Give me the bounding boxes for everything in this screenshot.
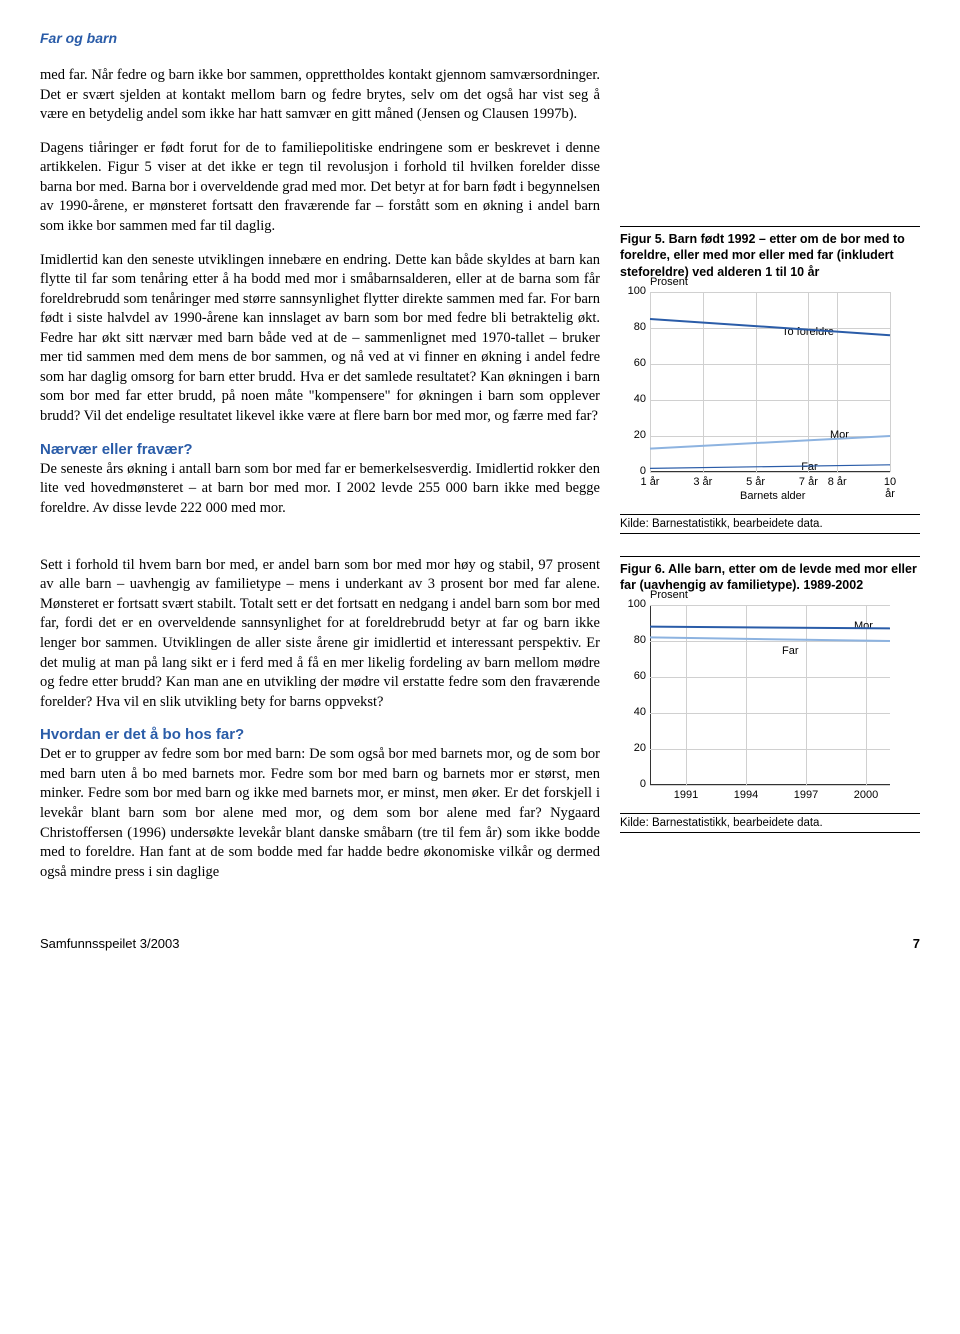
content-row-2: Sett i forhold til hvem barn bor med, er…: [40, 556, 920, 896]
figure-5: Figur 5. Barn født 1992 – etter om de bo…: [620, 226, 920, 534]
content-row-1: med far. Når fedre og barn ikke bor samm…: [40, 66, 920, 556]
figure-6-caption: Figur 6. Alle barn, etter om de levde me…: [620, 556, 920, 594]
paragraph: De seneste års økning i antall barn som …: [40, 460, 600, 519]
spacer: [620, 66, 920, 226]
paragraph: med far. Når fedre og barn ikke bor samm…: [40, 66, 600, 125]
footer-left: Samfunnsspeilet 3/2003: [40, 936, 179, 951]
left-column-1: med far. Når fedre og barn ikke bor samm…: [40, 66, 600, 556]
section-heading: Nærvær eller fravær?: [40, 441, 600, 458]
paragraph: Dagens tiåringer er født forut for de to…: [40, 139, 600, 237]
right-column-2: Figur 6. Alle barn, etter om de levde me…: [620, 556, 920, 896]
figure-6: Figur 6. Alle barn, etter om de levde me…: [620, 556, 920, 834]
right-column-1: Figur 5. Barn født 1992 – etter om de bo…: [620, 66, 920, 556]
left-column-2: Sett i forhold til hvem barn bor med, er…: [40, 556, 600, 896]
page-footer: Samfunnsspeilet 3/2003 7: [40, 936, 920, 951]
figure-5-source: Kilde: Barnestatistikk, bearbeidete data…: [620, 514, 920, 534]
figure-6-source: Kilde: Barnestatistikk, bearbeidete data…: [620, 813, 920, 833]
paragraph: Det er to grupper av fedre som bor med b…: [40, 745, 600, 882]
figure-6-chart: Prosent0204060801001991199419972000MorFa…: [620, 599, 900, 807]
figure-5-chart: Prosent0204060801001 år3 år5 år7 år8 år1…: [620, 286, 900, 508]
paragraph: Sett i forhold til hvem barn bor med, er…: [40, 556, 600, 713]
figure-5-caption: Figur 5. Barn født 1992 – etter om de bo…: [620, 226, 920, 280]
page-header-title: Far og barn: [40, 30, 920, 46]
paragraph: Imidlertid kan den seneste utviklingen i…: [40, 251, 600, 427]
footer-page-number: 7: [913, 936, 920, 951]
section-heading: Hvordan er det å bo hos far?: [40, 726, 600, 743]
